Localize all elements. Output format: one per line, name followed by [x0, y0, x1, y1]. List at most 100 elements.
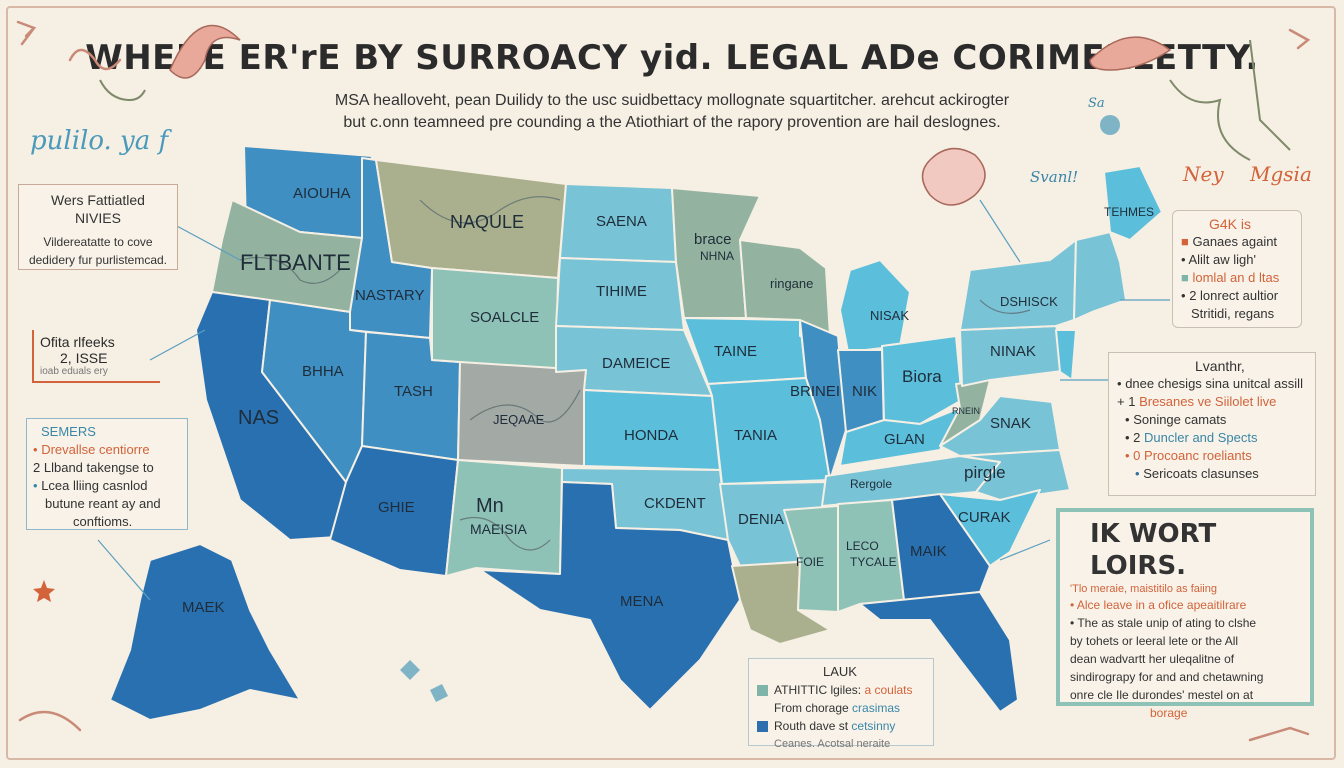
list-item: Lcea lliing casnlod — [41, 478, 148, 493]
list-item: Ganaes againt — [1192, 234, 1278, 249]
bullet: • — [1117, 376, 1122, 391]
state-label-ohio: Biora — [902, 367, 942, 386]
callout-line — [174, 224, 241, 261]
diamond-doodle — [430, 684, 448, 702]
state-label-arizona: GHIE — [378, 499, 415, 516]
squiggle-doodle — [68, 48, 122, 71]
scribble-note: pulilo. ya f — [30, 126, 169, 156]
state-texas[interactable] — [479, 481, 741, 711]
list-item: Alilt aw ligh' — [1188, 252, 1256, 267]
state-alaska[interactable] — [109, 543, 301, 721]
state-label-oregon: FLTBANTE — [240, 250, 351, 275]
state-label-nebraska: DAMEICE — [602, 355, 670, 372]
list-item: Sericoats clasunses — [1143, 466, 1259, 481]
state-label-minnesota-1: brace — [694, 231, 732, 248]
list-item: dnee chesigs sina unitcal assill — [1125, 376, 1303, 391]
state-label-alaska: MAEK — [182, 599, 225, 616]
bullet: + 1 — [1117, 394, 1136, 409]
state-maine[interactable] — [1103, 165, 1163, 241]
list-item: by tohets or leeral lete or the All — [1070, 634, 1239, 648]
state-label-utah: TASH — [394, 383, 433, 400]
state-label-idaho: NASTARY — [355, 287, 424, 304]
left-info-box: Wers Fattiatled NIVIES Vildereatatte to … — [18, 184, 178, 270]
bullet: ■ — [1181, 270, 1189, 285]
subtitle-line: MSA healloveht, pean Duilidy to the usc … — [334, 92, 1010, 109]
state-label-new-mexico-2: MAEISIA — [470, 521, 527, 537]
scribble-note: Ney — [1183, 162, 1224, 186]
state-georgia[interactable] — [891, 493, 991, 601]
list-item: sindirograpy for and and chetawning — [1070, 670, 1264, 684]
state-label-new-mexico-1: Mn — [476, 495, 504, 517]
state-label-illinois: BRINEI — [790, 383, 840, 400]
state-new-mexico[interactable] — [445, 459, 563, 577]
list-item: 2 lonrect aultior — [1189, 288, 1279, 303]
state-florida[interactable] — [859, 591, 1019, 713]
state-label-north-dakota: SAENA — [596, 213, 647, 230]
state-new-jersey[interactable] — [1055, 329, 1077, 381]
bullet: • — [1181, 252, 1186, 267]
list-item: Procoanc roeliants — [1144, 448, 1252, 463]
state-label-minnesota-2: NHNA — [700, 249, 734, 263]
bullet: • — [1135, 466, 1140, 481]
bullet: • — [1125, 412, 1130, 427]
state-ohio[interactable] — [881, 335, 963, 425]
bullet: • — [33, 478, 38, 493]
state-mississippi[interactable] — [783, 505, 839, 613]
state-label-tennessee: Rergole — [850, 477, 892, 491]
note-text: ioab eduals ery — [40, 366, 108, 377]
legend-label: From chorage — [774, 701, 849, 715]
list-item: onre cle Ile durondes' mestel on at — [1070, 688, 1254, 702]
state-label-pennsylvania: NINAK — [990, 343, 1036, 360]
state-label-colorado: JEQAAE — [493, 412, 545, 427]
state-label-west-virginia: RNEIN — [952, 406, 980, 416]
state-label-alabama-2: TYCALE — [850, 555, 897, 569]
box-heading: Wers Fattiatled — [51, 192, 145, 208]
box-heading: G4K is — [1209, 216, 1252, 232]
state-label-california: NAS — [238, 407, 279, 429]
state-label-indiana: NIK — [852, 383, 877, 400]
bullet: • — [1181, 288, 1186, 303]
state-south-carolina[interactable] — [939, 489, 1041, 567]
legend-label: ATHITTIC lgiles: — [774, 683, 862, 697]
legend-label: Ceanes. Acotsal neraite — [774, 738, 891, 750]
legend-label: a coulats — [864, 683, 913, 697]
list-item: Duncler and Spects — [1144, 430, 1258, 445]
state-label-washington: AIOUHA — [293, 185, 351, 202]
box-heading: Lvanthr, — [1195, 358, 1245, 374]
state-michigan[interactable] — [839, 259, 911, 353]
page-frame — [6, 6, 1336, 760]
box-text: Vildereatatte to cove — [43, 235, 153, 249]
list-item: Bresanes ve Siilolet live — [1139, 394, 1277, 409]
state-new-england[interactable] — [1073, 231, 1127, 321]
state-label-new-york: DSHISCK — [1000, 294, 1058, 309]
list-item: Llband takengse to — [43, 460, 154, 475]
state-label-south-carolina: CURAK — [958, 509, 1011, 526]
state-label-georgia: MAIK — [910, 543, 947, 560]
legend-label: Routh dave st — [774, 719, 849, 733]
left-note: Ofita rlfeeks 2, ISSE ioab eduals ery — [32, 330, 160, 383]
bullet: ■ — [1181, 234, 1189, 249]
state-label-virginia: SNAK — [990, 415, 1031, 432]
legend-swatch — [757, 721, 768, 733]
state-label-texas: MENA — [620, 593, 663, 610]
state-label-mississippi: FOIE — [796, 555, 824, 569]
note-text: 2, ISSE — [60, 350, 108, 366]
page-subtitle: MSA healloveht, pean Duilidy to the usc … — [270, 90, 1074, 134]
state-label-missouri: TANIA — [734, 427, 777, 444]
list-item: • The as stale unip of ating to clshe — [1070, 616, 1257, 630]
list-item: butune reant ay and — [45, 496, 161, 511]
state-new-york[interactable] — [959, 239, 1077, 331]
squiggle-doodle — [18, 710, 82, 732]
list-item: Drevallse centiorre — [41, 442, 150, 457]
state-label-wyoming: SOALCLE — [470, 309, 539, 326]
blob-doodle — [921, 147, 986, 206]
subtitle-line: but c.onn teamneed pre counding a the At… — [343, 114, 1001, 131]
state-label-nevada: BHHA — [302, 363, 344, 380]
scribble-note: Mgsia — [1250, 162, 1312, 186]
legend-label: crasimas — [852, 701, 901, 715]
note-text: Ofita rlfeeks — [40, 334, 115, 350]
state-label-maine: TEHMES — [1104, 205, 1154, 219]
diamond-doodle — [400, 660, 420, 680]
